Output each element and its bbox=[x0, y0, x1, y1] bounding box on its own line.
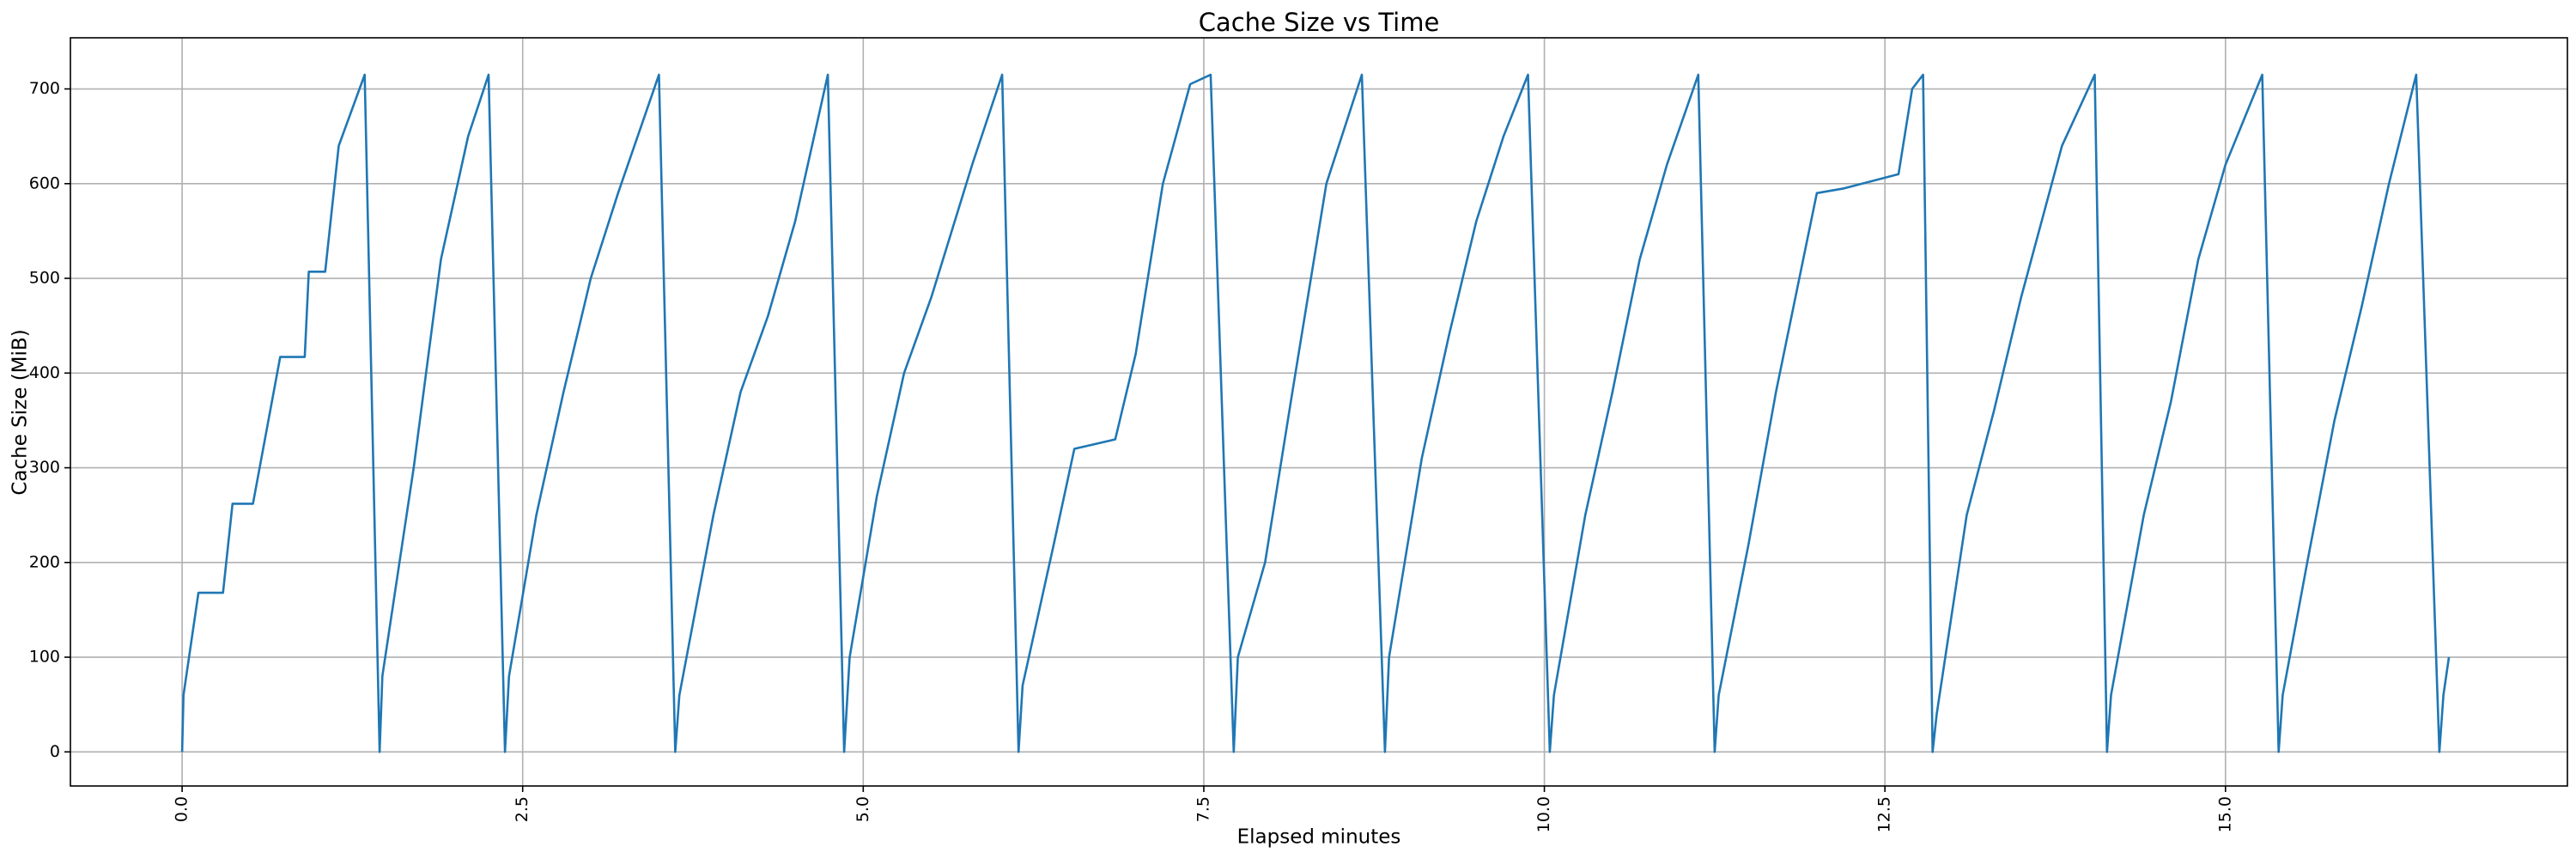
y-axis-label: Cache Size (MiB) bbox=[9, 329, 32, 495]
x-tick-label: 10.0 bbox=[1534, 796, 1553, 832]
x-tick-label: 0.0 bbox=[173, 796, 191, 822]
x-tick-label: 2.5 bbox=[513, 796, 532, 822]
y-tick-label: 700 bbox=[29, 79, 60, 98]
x-tick-label: 7.5 bbox=[1194, 796, 1212, 822]
y-tick-label: 400 bbox=[29, 363, 60, 382]
plot-frame bbox=[70, 37, 2568, 787]
y-tick-label: 300 bbox=[29, 458, 60, 477]
chart-title: Cache Size vs Time bbox=[1199, 8, 1440, 37]
y-tick-label: 600 bbox=[29, 174, 60, 192]
y-tick-label: 200 bbox=[29, 552, 60, 571]
y-tick-label: 0 bbox=[50, 742, 60, 761]
y-tick-label: 500 bbox=[29, 269, 60, 288]
y-tick-label: 100 bbox=[29, 648, 60, 667]
x-tick-label: 12.5 bbox=[1875, 796, 1894, 832]
x-axis-label: Elapsed minutes bbox=[1237, 826, 1401, 849]
x-tick-label: 5.0 bbox=[854, 796, 872, 822]
x-tick-label: 15.0 bbox=[2215, 796, 2234, 832]
data-line bbox=[180, 73, 2451, 753]
